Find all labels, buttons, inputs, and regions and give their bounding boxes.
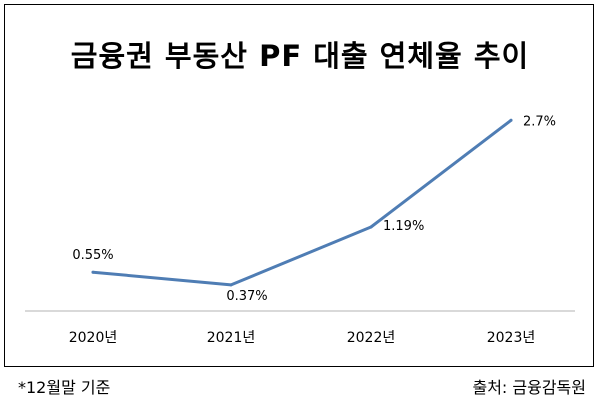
data-label: 1.19% xyxy=(383,219,424,234)
chart-title: 금융권 부동산 PF 대출 연체율 추이 xyxy=(70,39,530,73)
data-label: 2.7% xyxy=(523,114,556,129)
line-chart: 2020년 2021년 2022년 2023년 0.55% 0.37% 1.19% 2.7% xyxy=(25,114,575,346)
x-tick-label: 2020년 xyxy=(69,330,118,346)
data-point xyxy=(229,283,233,287)
x-tick-label: 2023년 xyxy=(487,330,536,346)
chart-frame: 금융권 부동산 PF 대출 연체율 추이 2020년 2021년 2022년 2023… xyxy=(4,4,594,367)
x-tick-label: 2022년 xyxy=(347,330,396,346)
data-label: 0.37% xyxy=(226,289,267,304)
data-point xyxy=(369,225,373,229)
data-point xyxy=(509,118,513,122)
data-label: 0.55% xyxy=(72,248,113,263)
data-point xyxy=(91,270,95,274)
footnote: *12월말 기준 xyxy=(18,378,111,397)
series-line xyxy=(91,118,513,287)
source-label: 출처: 금융감독원 xyxy=(472,378,586,397)
x-tick-label: 2021년 xyxy=(207,330,256,346)
